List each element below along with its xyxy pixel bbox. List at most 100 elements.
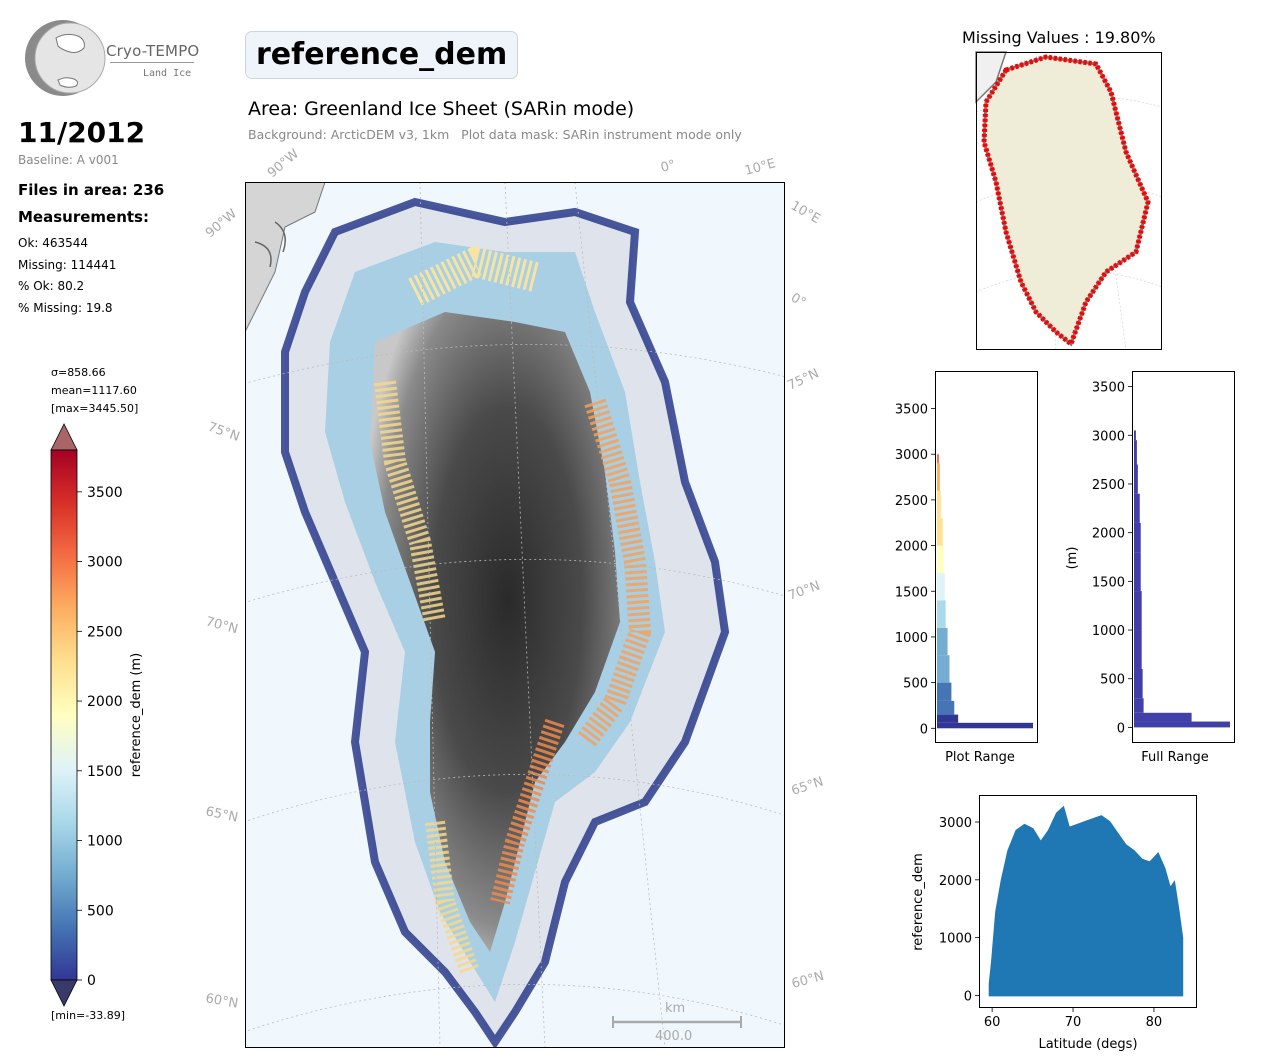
logo-text: Cryo-TEMPO — [106, 42, 200, 60]
colorbar-max: [max=3445.50] — [51, 402, 139, 415]
histogram-bar — [937, 627, 948, 656]
colorbar-tick-label: 2000 — [87, 694, 123, 710]
logo-divider — [110, 62, 194, 63]
measurements-heading: Measurements: — [18, 208, 149, 226]
histogram-bar — [1134, 440, 1137, 465]
page-title: reference_dem — [245, 31, 519, 79]
histogram-bar — [1134, 721, 1230, 728]
histogram-bar — [937, 700, 955, 715]
histogram-bar — [937, 600, 946, 628]
histogram-y-tick-label: 2000 — [1092, 527, 1125, 542]
histogram-y-tick-label: 3500 — [1092, 381, 1125, 396]
map-frame — [245, 182, 785, 1048]
background-note: Background: ArcticDEM v3, 1km Plot data … — [248, 127, 742, 142]
histogram-y-tick-label: 1500 — [1092, 575, 1125, 590]
histogram-y-tick-label: 2000 — [895, 540, 928, 555]
scatter-ylabel: reference_dem — [911, 853, 926, 951]
histogram-bar — [1134, 712, 1192, 722]
histogram-y-tick-label: 0 — [1117, 721, 1125, 736]
histogram-bar — [937, 722, 1033, 729]
lat-label-right-75n: 75°N — [785, 366, 821, 393]
baseline-label: Baseline: A v001 — [18, 153, 119, 167]
missing-values-title: Missing Values : 19.80% — [962, 28, 1156, 47]
lat-label-right-60n: 60°N — [790, 969, 826, 992]
colorbar-tick-label: 1000 — [87, 834, 123, 850]
histogram-y-tick-label: 500 — [903, 677, 928, 692]
scatter-x-tick-label: 80 — [1146, 1015, 1163, 1030]
area-subtitle: Area: Greenland Ice Sheet (SARin mode) — [248, 98, 635, 120]
colorbar-min: [min=-33.89] — [51, 1009, 126, 1022]
histogram-bar — [1134, 552, 1141, 592]
scatter-latitude: 60 70 80 0 1000 2000 3000 Latitude (degs) refe… — [911, 795, 1197, 1052]
histogram-plot-range-xlabel: Plot Range — [945, 750, 1015, 765]
histogram-y-tick-label: 2500 — [895, 494, 928, 509]
map-north-track-belt — [408, 246, 539, 306]
colorbar-mean: mean=1117.60 — [51, 384, 137, 397]
histogram-bar — [937, 463, 940, 491]
map-canada-land — [245, 182, 326, 333]
histogram-bar — [1134, 493, 1140, 523]
histogram-bar — [1134, 430, 1136, 441]
lat-label-left-65n: 65°N — [204, 804, 239, 825]
map-ice-sheet-interior — [370, 312, 620, 952]
files-in-area: Files in area: 236 — [18, 181, 165, 199]
scatter-y-tick-label: 2000 — [939, 874, 972, 889]
stat-percent-ok: % Ok: 80.2 — [18, 279, 85, 293]
logo-subtext: Land Ice — [143, 68, 192, 79]
colorbar: 0 500 1000 1500 2000 2500 3000 3500 reference_d… — [50, 423, 144, 1007]
scatter-x-tick-label: 60 — [984, 1015, 1001, 1030]
scatter-y-tick-label: 0 — [964, 989, 972, 1004]
histogram-y-tick-label: 0 — [920, 722, 928, 737]
colorbar-tick-label: 0 — [87, 973, 96, 989]
lat-label-left-70n: 70°N — [204, 614, 240, 637]
lon-label-top-10e: 10°E — [743, 156, 777, 179]
histogram-y-tick-label: 500 — [1100, 673, 1125, 688]
histogram-full-range-xlabel: Full Range — [1141, 750, 1209, 765]
histogram-bar — [937, 682, 952, 701]
histogram-bar — [1134, 668, 1143, 699]
colorbar-gradient — [50, 449, 78, 981]
histogram-bar — [937, 454, 939, 464]
lon-label-right-10e: 10°E — [788, 198, 823, 227]
lon-label-right-0: 0° — [788, 290, 808, 310]
missing-values-map — [975, 51, 1163, 351]
histogram-bar — [937, 545, 944, 573]
colorbar-tick-label: 3500 — [87, 485, 123, 501]
colorbar-tick-label: 2500 — [87, 624, 123, 640]
colorbar-min-arrow — [50, 979, 78, 1007]
main-map: km 400.0 — [245, 182, 785, 1048]
scatter-points — [988, 805, 1184, 997]
lon-label-top-0: 0° — [659, 158, 677, 176]
histogram-bar — [1134, 591, 1142, 631]
histogram-bar — [937, 655, 950, 683]
missing-map-missing-points — [981, 54, 1151, 349]
histogram-plot-range: 0 500 1000 1500 2000 2500 3000 3500 Plot Range — [895, 371, 1038, 765]
histogram-bar — [937, 518, 943, 546]
histogram-bar — [937, 714, 959, 723]
scatter-y-tick-label: 3000 — [939, 816, 972, 831]
histogram-bar — [937, 490, 941, 519]
lon-label-left-90w: 90°W — [203, 206, 240, 241]
scale-unit: km — [665, 1001, 685, 1016]
logo-globe-icon — [25, 20, 106, 96]
histogram-y-tick-label: 2500 — [1092, 478, 1125, 493]
colorbar-label: reference_dem (m) — [129, 653, 144, 777]
period-date: 11/2012 — [18, 116, 146, 149]
histogram-y-tick-label: 3500 — [895, 403, 928, 418]
map-south-track-belt — [425, 820, 480, 976]
stat-ok: Ok: 463544 — [18, 236, 89, 250]
colorbar-tick-label: 3000 — [87, 555, 123, 571]
cryo-tempo-logo — [18, 16, 203, 100]
histogram-bar — [1134, 522, 1141, 553]
map-west-track-belt — [374, 380, 446, 625]
lon-label-top-90w: 90°W — [265, 146, 302, 181]
scatter-xlabel: Latitude (degs) — [1038, 1037, 1137, 1052]
histogram-y-tick-label: 1500 — [895, 585, 928, 600]
histogram-bar — [1134, 630, 1142, 669]
scatter-frame — [979, 795, 1197, 1008]
colorbar-tick-label: 1500 — [87, 764, 123, 780]
histogram-y-tick-label: 3000 — [1092, 429, 1125, 444]
lat-label-left-75n: 75°N — [206, 420, 242, 445]
colorbar-sigma: σ=858.66 — [51, 366, 106, 379]
